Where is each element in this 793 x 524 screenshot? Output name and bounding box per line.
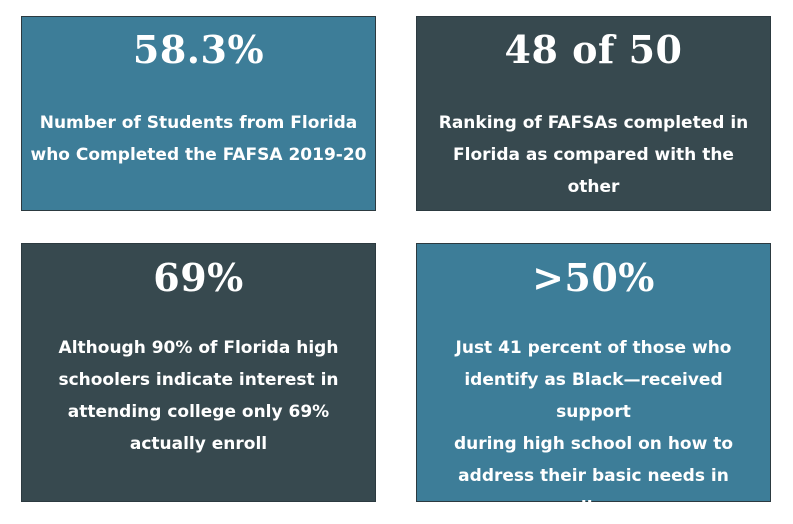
stat-description-line: during high school on how to [453,434,734,454]
stat-description: Just 41 percent of those who identify as… [425,332,762,524]
stat-description: Ranking of FAFSAs completed in Florida a… [425,107,762,235]
stat-value: 48 of 50 [504,27,683,72]
stat-description-line: Number of Students from Florida [39,113,358,133]
stat-description-line: who Completed the FAFSA 2019-20 [30,145,367,165]
stat-description-line: address their basic needs in [458,466,729,486]
stat-description-line: Ranking of FAFSAs completed in [438,113,749,133]
stat-description-line: identify as Black—received support [464,370,723,422]
stat-description-line: schoolers indicate interest in [58,370,339,390]
stat-value: 69% [153,255,244,300]
stat-card-fafsa-completion: 58.3% Number of Students from Florida wh… [21,16,376,211]
stat-card-fafsa-ranking: 48 of 50 Ranking of FAFSAs completed in … [416,16,771,229]
stat-description-line: Although 90% of Florida high [58,338,339,358]
stat-card-college-enrollment: 69% Although 90% of Florida high schoole… [21,243,376,502]
stat-description: Although 90% of Florida high schoolers i… [30,332,367,460]
stat-value: 58.3% [132,27,265,72]
stat-card-basic-needs-support: >50% Just 41 percent of those who identi… [416,243,771,518]
stat-description-line: Florida as compared with the other [453,145,734,197]
stat-description-line: attending college only 69% [67,402,330,422]
stat-description-line: college [559,498,628,518]
stat-description: Number of Students from Florida who Comp… [30,107,367,171]
stat-description-line: 50 states [548,209,639,229]
stat-value: >50% [532,255,655,300]
stat-description-line: Just 41 percent of those who [455,338,732,358]
stat-description-line: actually enroll [129,434,268,454]
